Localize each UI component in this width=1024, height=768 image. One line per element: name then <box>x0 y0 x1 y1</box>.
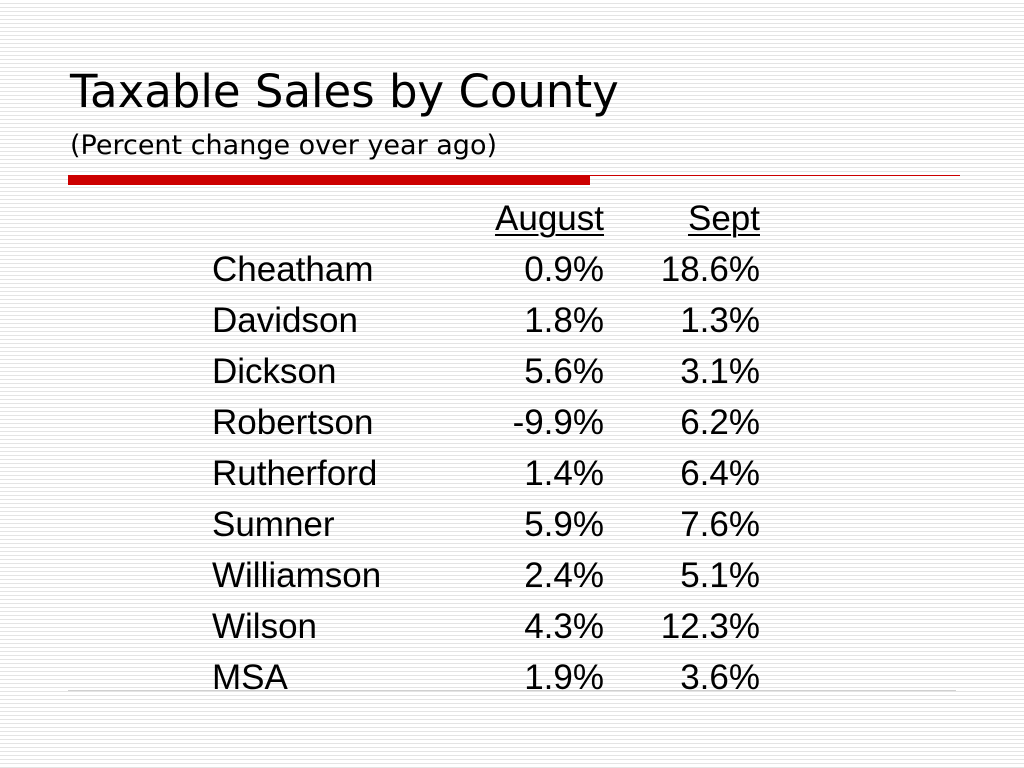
slide-subtitle: (Percent change over year ago) <box>70 130 498 161</box>
table-row: Robertson -9.9% 6.2% <box>212 397 760 448</box>
header-sept: Sept <box>604 193 760 244</box>
header-sept-label: Sept <box>688 199 760 238</box>
august-value-cell: 5.9% <box>524 505 604 544</box>
table-row: Wilson 4.3% 12.3% <box>212 601 760 652</box>
august-value-cell: -9.9% <box>512 403 604 442</box>
sept-value-cell: 1.3% <box>680 301 760 340</box>
august-value-cell: 1.9% <box>524 658 604 697</box>
table-body: Cheatham 0.9% 18.6% Davidson 1.8% 1.3% Dickson… <box>212 244 760 703</box>
table-row: Sumner 5.9% 7.6% <box>212 499 760 550</box>
county-cell: Rutherford <box>212 454 378 493</box>
county-cell: Williamson <box>212 556 382 595</box>
table-row: Williamson 2.4% 5.1% <box>212 550 760 601</box>
august-value-cell: 1.8% <box>524 301 604 340</box>
county-cell: Cheatham <box>212 250 374 289</box>
county-cell: Dickson <box>212 352 337 391</box>
table-row: Dickson 5.6% 3.1% <box>212 346 760 397</box>
table-header-row: August Sept <box>212 193 760 244</box>
county-cell: MSA <box>212 658 288 697</box>
sept-value-cell: 12.3% <box>660 607 760 646</box>
table-row: MSA 1.9% 3.6% <box>212 652 760 703</box>
county-cell: Davidson <box>212 301 358 340</box>
county-cell: Sumner <box>212 505 335 544</box>
sept-value-cell: 3.6% <box>680 658 760 697</box>
table-row: Davidson 1.8% 1.3% <box>212 295 760 346</box>
sept-value-cell: 5.1% <box>680 556 760 595</box>
header-august-label: August <box>495 199 604 238</box>
header-county <box>212 193 442 244</box>
slide-title: Taxable Sales by County <box>70 65 619 118</box>
sept-value-cell: 18.6% <box>660 250 760 289</box>
august-value-cell: 4.3% <box>524 607 604 646</box>
title-accent-line <box>590 175 960 176</box>
taxable-sales-table: August Sept Cheatham 0.9% 18.6% Davidson 1.8… <box>212 193 760 703</box>
august-value-cell: 5.6% <box>524 352 604 391</box>
title-accent-bar <box>68 175 590 185</box>
bottom-divider <box>68 690 956 691</box>
sept-value-cell: 6.4% <box>680 454 760 493</box>
sept-value-cell: 7.6% <box>680 505 760 544</box>
august-value-cell: 1.4% <box>524 454 604 493</box>
county-cell: Wilson <box>212 607 318 646</box>
sept-value-cell: 3.1% <box>680 352 760 391</box>
header-august: August <box>442 193 604 244</box>
table-row: Cheatham 0.9% 18.6% <box>212 244 760 295</box>
august-value-cell: 2.4% <box>524 556 604 595</box>
table-row: Rutherford 1.4% 6.4% <box>212 448 760 499</box>
sept-value-cell: 6.2% <box>680 403 760 442</box>
august-value-cell: 0.9% <box>524 250 604 289</box>
county-cell: Robertson <box>212 403 374 442</box>
